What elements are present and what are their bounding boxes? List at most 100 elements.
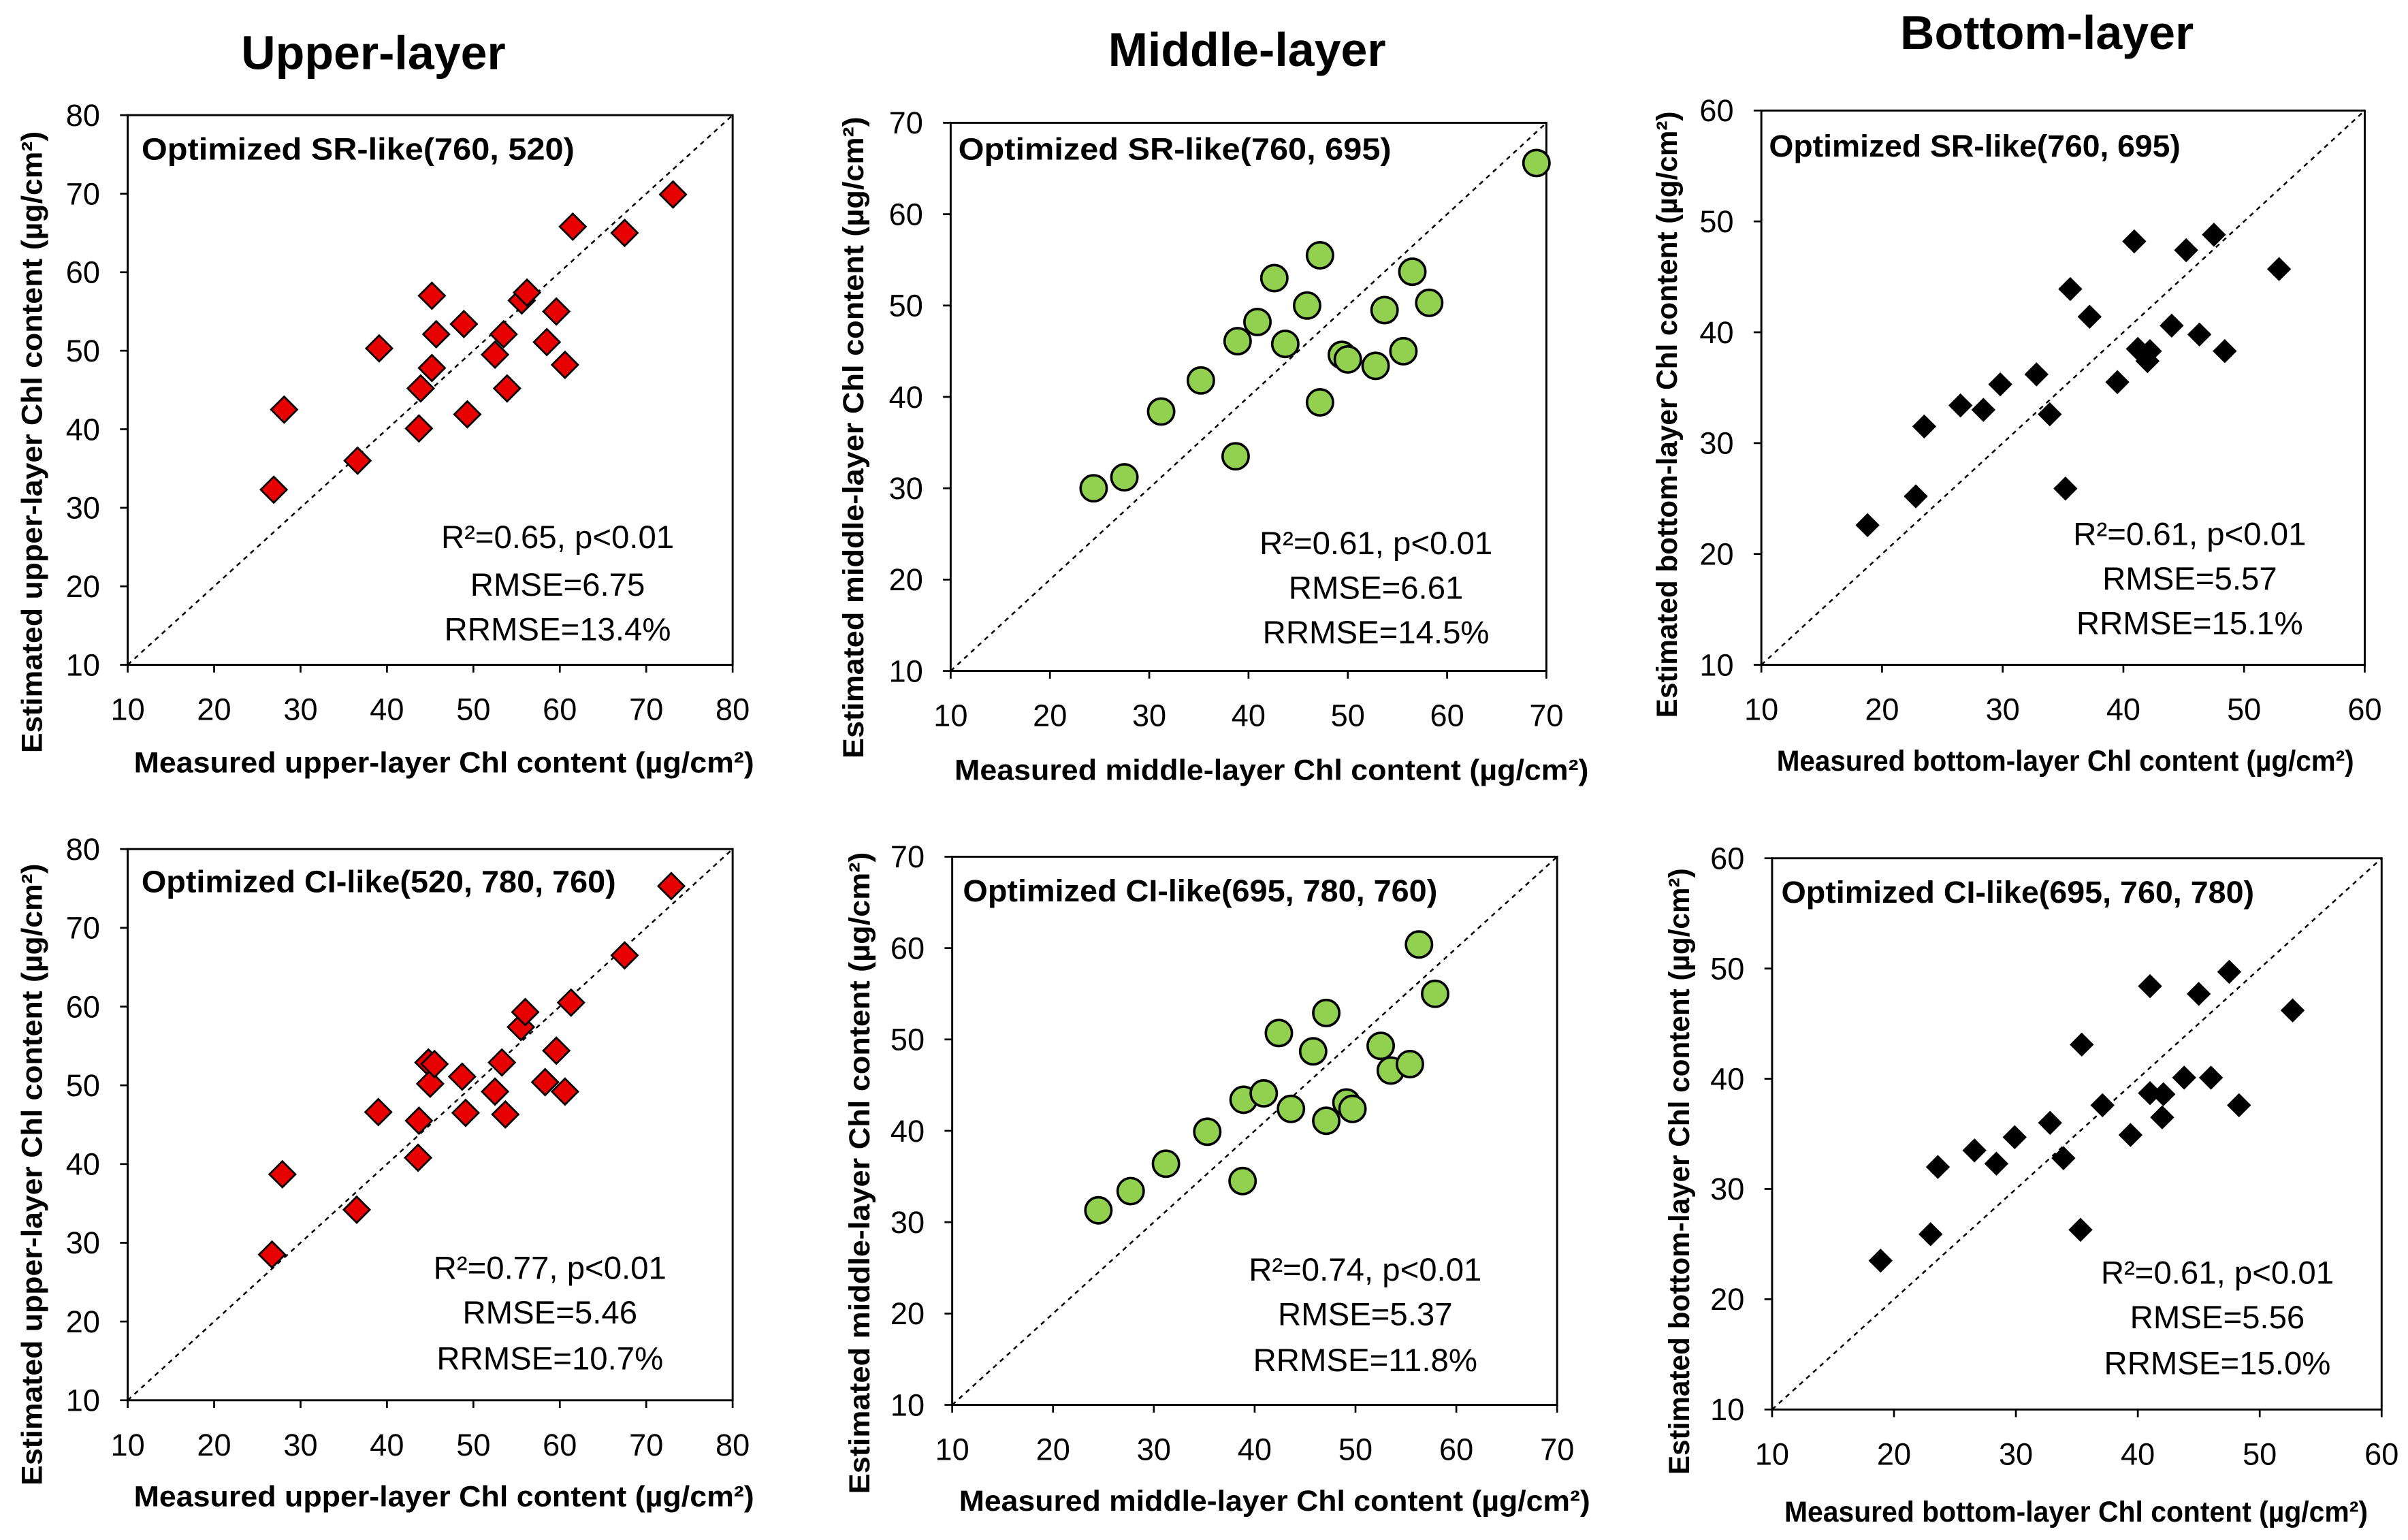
- plot-area: 10 20 30 40 50 60 70 10 20 30 40 50 60 70: [890, 839, 1574, 1467]
- data-point: [2198, 1065, 2224, 1090]
- data-point: [1228, 1166, 1257, 1196]
- y-tick-label: 20: [1710, 1282, 1744, 1317]
- data-point: [1193, 1117, 1222, 1146]
- x-tick-label: 70: [629, 1428, 663, 1462]
- x-tick-label: 60: [543, 692, 577, 727]
- y-tick-label: 60: [890, 931, 925, 965]
- data-point: [1338, 1094, 1367, 1123]
- data-point: [492, 374, 521, 403]
- data-point: [487, 1048, 517, 1077]
- data-point: [404, 1143, 433, 1172]
- data-point: [1151, 1149, 1181, 1178]
- y-tick-label: 80: [66, 832, 100, 867]
- r-squared-annotation: R²=0.65, p<0.01: [441, 519, 674, 556]
- x-tick-label: 50: [456, 692, 490, 727]
- rmse-annotation: RMSE=6.75: [470, 567, 645, 603]
- y-axis-label: Estimated bottom-layer Chl content (µg/c…: [1651, 112, 1684, 718]
- data-point: [1389, 336, 1418, 366]
- data-point: [2186, 982, 2211, 1006]
- data-point: [1084, 1196, 1113, 1225]
- data-point: [1079, 474, 1108, 503]
- data-point: [1522, 148, 1551, 178]
- plot-area: 10 20 30 40 50 60 70 80 10 20 30 40 50 60 70 80: [66, 98, 750, 727]
- data-point: [1116, 1176, 1145, 1206]
- one-to-one-line: [1771, 857, 2383, 1411]
- data-point: [558, 212, 588, 242]
- data-point: [1370, 295, 1399, 325]
- data-point: [453, 400, 482, 429]
- x-tick-label: 10: [110, 692, 144, 727]
- data-points: [1868, 959, 2305, 1273]
- data-point: [1904, 484, 1928, 509]
- y-tick-label: 20: [889, 562, 923, 597]
- y-axis-label: Estimated middle-layer Chl content (µg/c…: [844, 852, 876, 1494]
- data-point: [1243, 307, 1272, 336]
- data-point: [343, 446, 372, 475]
- panel-upper-ci-like: 10 20 30 40 50 60 70 80 10 20 30 40 50 60 70 80 Optimiz…: [16, 832, 754, 1513]
- data-point: [512, 278, 542, 307]
- y-tick-label: 30: [1699, 426, 1733, 461]
- panel-upper-sr-like: 10 20 30 40 50 60 70 80 10 20 30 40 50 60 70 80 Optimiz…: [16, 98, 754, 779]
- data-point: [270, 395, 299, 424]
- rmse-annotation: RMSE=5.56: [2130, 1300, 2305, 1336]
- x-tick-label: 30: [1999, 1437, 2033, 1471]
- x-tick-label: 60: [2364, 1437, 2398, 1471]
- data-point: [2217, 959, 2242, 984]
- plot-frame: [1771, 857, 2383, 1411]
- y-tick-label: 20: [1699, 536, 1733, 571]
- data-point: [532, 327, 562, 357]
- data-point: [1312, 998, 1341, 1027]
- data-point: [2070, 1032, 2094, 1057]
- data-point: [1221, 442, 1250, 471]
- data-point: [2280, 998, 2305, 1023]
- x-tick-label: 60: [1439, 1432, 1473, 1467]
- data-point: [1984, 1151, 2009, 1176]
- rrmse-annotation: RRMSE=10.7%: [436, 1341, 663, 1377]
- data-points: [259, 180, 688, 504]
- y-tick-label: 50: [66, 1068, 100, 1103]
- data-point: [1264, 1018, 1294, 1048]
- x-tick-label: 40: [2121, 1437, 2155, 1471]
- x-tick-label: 30: [283, 692, 317, 727]
- plot-area: 10 20 30 40 50 60 10 20 30 40 50 60: [1699, 93, 2381, 727]
- data-point: [1305, 241, 1334, 270]
- data-point: [480, 1077, 510, 1106]
- y-tick-label: 70: [889, 106, 923, 140]
- x-axis-label: Measured upper-layer Chl content (µg/cm²…: [134, 746, 754, 779]
- data-point: [2266, 257, 2292, 281]
- x-tick-label: 50: [2227, 692, 2261, 727]
- r-squared-annotation: R²=0.77, p<0.01: [434, 1251, 667, 1287]
- y-tick-label: 60: [889, 197, 923, 231]
- data-point: [417, 353, 447, 383]
- x-tick-label: 80: [716, 1428, 750, 1462]
- data-point: [449, 309, 479, 339]
- data-point: [1186, 366, 1215, 395]
- one-to-one-line: [950, 122, 1547, 672]
- data-point: [1988, 372, 2012, 397]
- data-point: [542, 1036, 571, 1065]
- data-point: [2002, 1125, 2027, 1150]
- data-point: [610, 941, 639, 970]
- x-tick-label: 20: [1877, 1437, 1911, 1471]
- data-point: [550, 350, 579, 380]
- panel-bottom-sr-like: 10 20 30 40 50 60 10 20 30 40 50 60 Optimized SR-li…: [1651, 93, 2381, 777]
- data-point: [447, 1062, 477, 1091]
- y-tick-label: 20: [66, 1304, 100, 1339]
- x-tick-label: 20: [1033, 699, 1067, 733]
- x-axis-label: Measured bottom-layer Chl content (µg/cm…: [1784, 1496, 2368, 1528]
- x-tick-label: 50: [1331, 699, 1365, 733]
- plot-area: 10 20 30 40 50 60 70 10 20 30 40 50 60 70: [889, 106, 1564, 733]
- data-point: [1292, 291, 1321, 320]
- data-point: [259, 475, 289, 504]
- y-tick-label: 40: [1699, 315, 1733, 350]
- y-tick-label: 10: [1699, 647, 1733, 682]
- y-tick-label: 30: [66, 1225, 100, 1260]
- data-point: [2038, 1110, 2062, 1135]
- data-point: [2090, 1093, 2115, 1118]
- data-point: [1398, 257, 1427, 287]
- data-point: [342, 1195, 372, 1224]
- x-tick-label: 60: [2347, 692, 2381, 727]
- data-point: [1361, 351, 1390, 381]
- x-axis-label: Measured bottom-layer Chl content (µg/cm…: [1777, 745, 2354, 777]
